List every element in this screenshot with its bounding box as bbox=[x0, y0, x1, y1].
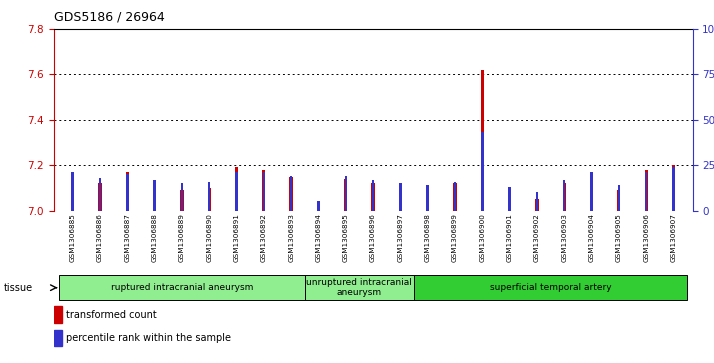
Bar bbox=[345, 176, 347, 211]
Text: GSM1306885: GSM1306885 bbox=[70, 213, 76, 262]
FancyBboxPatch shape bbox=[414, 276, 687, 300]
Text: GSM1306900: GSM1306900 bbox=[479, 213, 486, 262]
Text: percentile rank within the sample: percentile rank within the sample bbox=[66, 333, 231, 343]
Text: GDS5186 / 26964: GDS5186 / 26964 bbox=[54, 11, 164, 24]
Bar bbox=[453, 183, 457, 211]
Bar bbox=[290, 176, 292, 211]
Bar bbox=[426, 192, 429, 211]
Bar bbox=[344, 179, 348, 211]
Text: GSM1306888: GSM1306888 bbox=[151, 213, 158, 262]
Bar bbox=[536, 192, 538, 211]
FancyBboxPatch shape bbox=[305, 276, 414, 300]
Bar bbox=[54, 306, 61, 323]
Text: GSM1306898: GSM1306898 bbox=[425, 213, 431, 262]
Bar bbox=[71, 172, 74, 211]
Bar bbox=[154, 180, 156, 211]
Bar bbox=[398, 188, 402, 211]
Bar bbox=[126, 172, 129, 211]
Text: GSM1306894: GSM1306894 bbox=[316, 213, 321, 262]
Text: GSM1306902: GSM1306902 bbox=[534, 213, 540, 262]
Bar bbox=[590, 172, 593, 211]
Bar bbox=[536, 199, 538, 211]
Bar bbox=[645, 172, 648, 211]
Text: transformed count: transformed count bbox=[66, 310, 156, 319]
Bar bbox=[208, 182, 211, 211]
Bar bbox=[481, 132, 483, 211]
Text: GSM1306897: GSM1306897 bbox=[398, 213, 403, 262]
Text: GSM1306887: GSM1306887 bbox=[124, 213, 130, 262]
Text: GSM1306905: GSM1306905 bbox=[616, 213, 622, 262]
Bar bbox=[153, 183, 156, 211]
Text: tissue: tissue bbox=[4, 283, 33, 293]
Bar bbox=[181, 183, 183, 211]
Bar bbox=[399, 183, 401, 211]
Bar bbox=[263, 172, 265, 211]
Bar bbox=[617, 190, 620, 211]
Bar bbox=[426, 185, 429, 211]
Text: GSM1306904: GSM1306904 bbox=[588, 213, 595, 262]
Text: superficial temporal artery: superficial temporal artery bbox=[490, 283, 611, 292]
Text: GSM1306890: GSM1306890 bbox=[206, 213, 212, 262]
Bar bbox=[508, 192, 511, 211]
Text: GSM1306893: GSM1306893 bbox=[288, 213, 294, 262]
Text: GSM1306907: GSM1306907 bbox=[670, 213, 676, 262]
Bar bbox=[563, 180, 565, 211]
Bar bbox=[481, 70, 484, 211]
Text: GSM1306889: GSM1306889 bbox=[179, 213, 185, 262]
Text: GSM1306886: GSM1306886 bbox=[97, 213, 103, 262]
Bar bbox=[262, 170, 266, 211]
Text: GSM1306895: GSM1306895 bbox=[343, 213, 348, 262]
Bar bbox=[454, 182, 456, 211]
Bar bbox=[508, 187, 511, 211]
Text: GSM1306901: GSM1306901 bbox=[507, 213, 513, 262]
Bar bbox=[126, 174, 129, 211]
Bar bbox=[371, 183, 375, 211]
Bar bbox=[99, 183, 101, 211]
Text: GSM1306891: GSM1306891 bbox=[233, 213, 239, 262]
Bar bbox=[317, 206, 320, 211]
Bar bbox=[645, 170, 648, 211]
Text: ruptured intracranial aneurysm: ruptured intracranial aneurysm bbox=[111, 283, 253, 292]
Bar bbox=[54, 330, 61, 346]
Text: GSM1306892: GSM1306892 bbox=[261, 213, 267, 262]
Bar bbox=[208, 188, 211, 211]
Bar bbox=[618, 185, 620, 211]
Bar bbox=[563, 183, 566, 211]
Bar bbox=[590, 172, 593, 211]
Bar bbox=[71, 172, 74, 211]
FancyBboxPatch shape bbox=[59, 276, 305, 300]
Text: GSM1306906: GSM1306906 bbox=[643, 213, 649, 262]
Bar bbox=[673, 167, 675, 211]
Text: unruptured intracranial
aneurysm: unruptured intracranial aneurysm bbox=[306, 278, 413, 297]
Text: GSM1306896: GSM1306896 bbox=[370, 213, 376, 262]
Text: GSM1306899: GSM1306899 bbox=[452, 213, 458, 262]
Bar bbox=[372, 180, 374, 211]
Bar bbox=[235, 167, 238, 211]
Bar bbox=[180, 190, 183, 211]
Bar bbox=[99, 178, 101, 211]
Bar bbox=[317, 201, 320, 211]
Bar bbox=[289, 176, 293, 211]
Bar bbox=[672, 165, 675, 211]
Text: GSM1306903: GSM1306903 bbox=[561, 213, 567, 262]
Bar bbox=[236, 172, 238, 211]
